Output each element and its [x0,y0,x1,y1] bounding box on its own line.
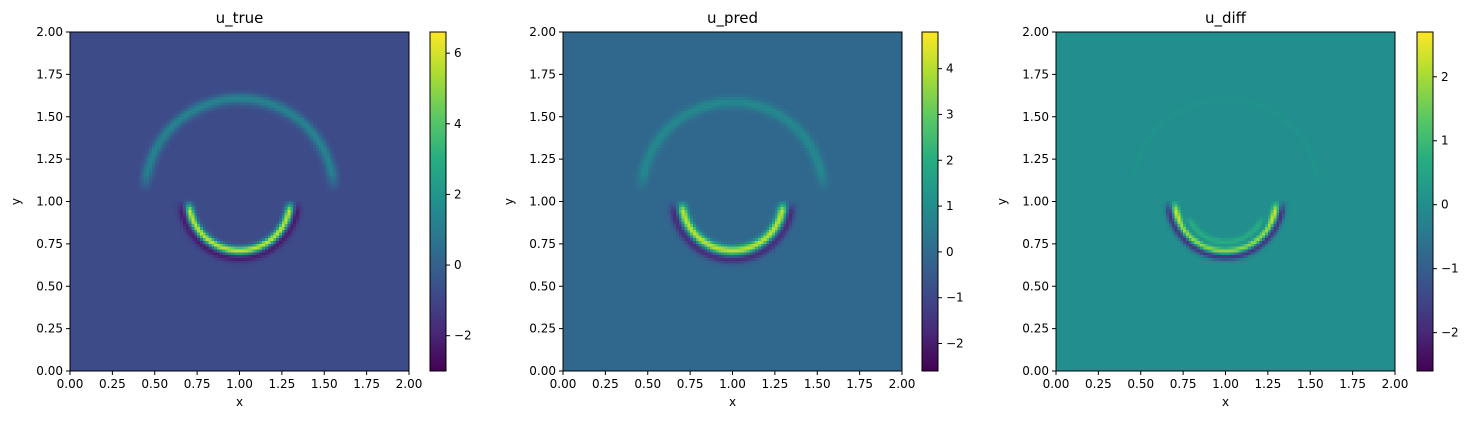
x-tick-label: 0.50 [141,377,168,391]
colorbar-gradient [1416,31,1434,372]
x-tick-label: 1.25 [269,377,296,391]
y-tick-label: 2.00 [1022,25,1049,39]
colorbar: −2 −1 0 1 2 [1416,31,1459,372]
y-tick-label: 0.00 [529,364,556,378]
y-tick-label: 2.00 [529,25,556,39]
colorbar-tick-label: −2 [454,329,472,343]
y-tick-label: 1.50 [529,110,556,124]
y-tick-label: 1.25 [529,152,556,166]
colorbar-tick-label: 4 [946,62,954,76]
colorbar-tick-label: −1 [946,291,964,305]
y-tick-label: 0.50 [529,279,556,293]
x-tick-label: 1.25 [1255,377,1282,391]
colorbar-tick-label: 2 [1441,70,1449,84]
x-tick-label: 0.75 [1170,377,1197,391]
x-tick-label: 0.25 [1085,377,1112,391]
y-tick-label: 0.50 [1022,279,1049,293]
y-tick-label: 2.00 [36,25,63,39]
colorbar-tick-label: 0 [1441,198,1449,212]
colorbar-tick-label: −2 [1441,326,1459,340]
heatmap-image [70,32,409,371]
chart-title: u_true [216,9,264,28]
heatmap-image [563,32,902,371]
panel-u_pred: u_pred 0.00 0.25 0.50 0.75 1.00 1.25 1.50 1.75 2.… [502,9,964,409]
y-axis-label: y [995,198,1009,205]
x-tick-label: 0.50 [634,377,661,391]
colorbar-tick-label: 2 [454,187,462,201]
x-axis-label: x [729,395,736,409]
colorbar-tick-label: −2 [946,337,964,351]
colorbar: −2 0 2 4 6 [429,31,472,372]
colorbar: −2 −1 0 1 2 3 4 [921,31,964,372]
colorbar-gradient [429,31,447,372]
panel-u_diff: u_diff 0.00 0.25 0.50 0.75 1.00 1.25 1.50 1.75 2.… [995,9,1459,409]
y-tick-label: 1.00 [36,195,63,209]
colorbar-tick-label: 2 [946,153,954,167]
x-tick-label: 1.00 [719,377,746,391]
x-tick-label: 1.50 [311,377,338,391]
x-axis-label: x [236,395,243,409]
x-tick-label: 1.75 [846,377,873,391]
colorbar-tick-label: 4 [454,117,462,131]
x-tick-label: 0.00 [550,377,577,391]
x-tick-label: 0.00 [1043,377,1070,391]
panel-u_true: u_true 0.00 0.25 0.50 0.75 1.00 1.25 1.50 1.75 2.… [9,9,472,409]
colorbar-tick-label: 6 [454,46,462,60]
colorbar-tick-label: 0 [454,258,462,272]
y-tick-label: 1.50 [1022,110,1049,124]
x-tick-label: 2.00 [396,377,423,391]
x-tick-label: 0.75 [184,377,211,391]
x-tick-label: 1.50 [1297,377,1324,391]
x-tick-label: 0.25 [592,377,619,391]
y-tick-label: 1.75 [1022,67,1049,81]
heatmap-image [1056,32,1395,371]
colorbar-tick-label: 0 [946,245,954,259]
x-tick-label: 2.00 [1382,377,1409,391]
y-tick-label: 0.75 [529,237,556,251]
y-tick-label: 1.50 [36,110,63,124]
x-tick-label: 2.00 [889,377,916,391]
chart-title: u_diff [1205,9,1247,28]
y-tick-label: 1.75 [36,67,63,81]
colorbar-tick-label: 1 [946,199,954,213]
x-tick-label: 1.50 [804,377,831,391]
chart-title: u_pred [707,9,758,28]
y-tick-label: 1.25 [36,152,63,166]
colorbar-tick-label: −1 [1441,262,1459,276]
x-tick-label: 0.75 [677,377,704,391]
y-tick-label: 0.50 [36,279,63,293]
x-axis-label: x [1222,395,1229,409]
y-tick-label: 0.25 [1022,322,1049,336]
y-axis-label: y [9,198,23,205]
colorbar-tick-label: 3 [946,107,954,121]
x-tick-label: 1.75 [353,377,380,391]
y-tick-label: 0.25 [529,322,556,336]
y-tick-label: 1.00 [529,195,556,209]
y-tick-label: 0.75 [36,237,63,251]
colorbar-tick-label: 1 [1441,134,1449,148]
y-tick-label: 0.00 [36,364,63,378]
x-tick-label: 0.25 [99,377,126,391]
y-tick-label: 0.25 [36,322,63,336]
x-tick-label: 1.00 [1212,377,1239,391]
y-tick-label: 1.00 [1022,195,1049,209]
y-tick-label: 0.75 [1022,237,1049,251]
y-axis-label: y [502,198,516,205]
y-tick-label: 0.00 [1022,364,1049,378]
y-tick-label: 1.75 [529,67,556,81]
x-tick-label: 1.00 [226,377,253,391]
colorbar-gradient [921,31,939,372]
x-tick-label: 0.50 [1127,377,1154,391]
x-tick-label: 1.25 [762,377,789,391]
x-tick-label: 1.75 [1339,377,1366,391]
x-tick-label: 0.00 [57,377,84,391]
y-tick-label: 1.25 [1022,152,1049,166]
